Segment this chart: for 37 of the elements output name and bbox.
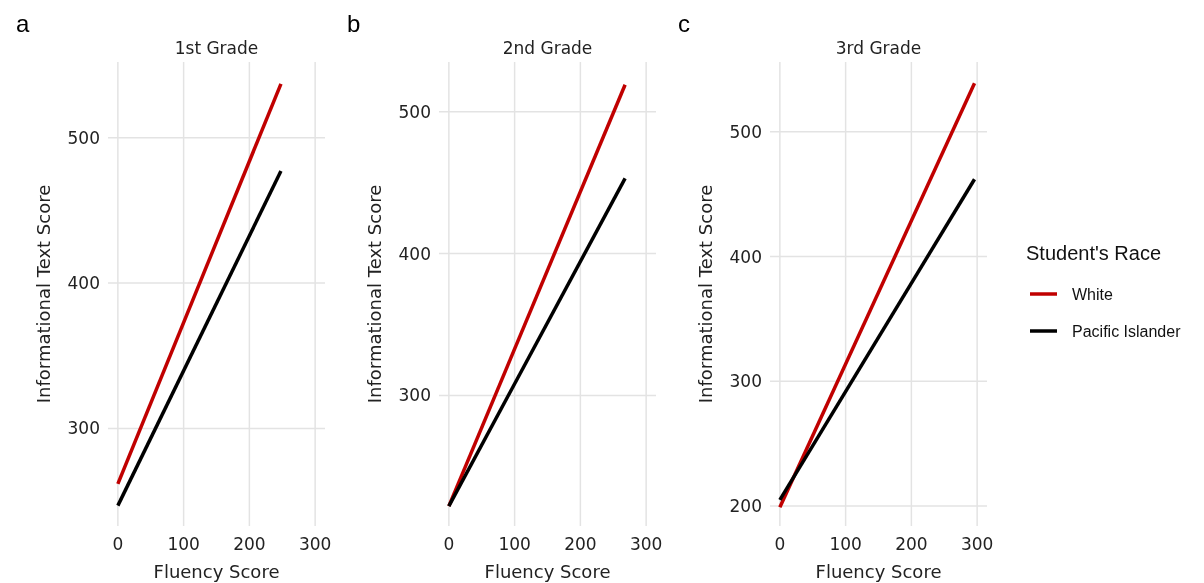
x-tick-label: 0 bbox=[112, 534, 124, 554]
legend-label: White bbox=[1072, 285, 1113, 303]
y-tick-label: 300 bbox=[67, 418, 100, 439]
y-tick-label: 500 bbox=[729, 121, 762, 142]
x-tick-label: 300 bbox=[298, 534, 332, 554]
y-tick-label: 400 bbox=[729, 246, 762, 267]
y-tick-label: 500 bbox=[398, 101, 431, 122]
x-tick-label: 200 bbox=[564, 534, 597, 554]
x-tick-label: 200 bbox=[895, 534, 928, 554]
x-tick-label: 200 bbox=[233, 534, 266, 554]
x-axis-title: Fluency Score bbox=[815, 561, 942, 582]
y-axis-title: Informational Text Score bbox=[695, 184, 716, 404]
y-tick-label: 400 bbox=[67, 273, 100, 294]
y-tick-label: 300 bbox=[729, 371, 762, 392]
y-tick-label: 300 bbox=[398, 385, 431, 406]
x-tick-label: 0 bbox=[443, 534, 455, 554]
y-axis-title: Informational Text Score bbox=[364, 184, 385, 404]
y-tick-label: 400 bbox=[398, 243, 431, 264]
y-tick-label: 500 bbox=[67, 127, 100, 148]
legend-title: Student's Race bbox=[1026, 242, 1162, 264]
x-axis-title: Fluency Score bbox=[484, 561, 611, 582]
y-axis-title: Informational Text Score bbox=[33, 184, 54, 404]
chart-title: 2nd Grade bbox=[502, 38, 593, 58]
x-axis-title: Fluency Score bbox=[153, 561, 280, 582]
x-tick-label: 0 bbox=[774, 534, 786, 554]
x-tick-label: 300 bbox=[629, 534, 663, 554]
text: a bbox=[16, 10, 30, 37]
x-tick-label: 100 bbox=[167, 534, 200, 554]
chart-title: 3rd Grade bbox=[835, 38, 922, 58]
x-tick-label: 100 bbox=[829, 534, 862, 554]
chart-title: 1st Grade bbox=[174, 38, 259, 58]
text: c bbox=[678, 10, 690, 37]
x-tick-label: 300 bbox=[960, 534, 994, 554]
legend-label: Pacific Islander bbox=[1072, 322, 1182, 340]
x-tick-label: 100 bbox=[498, 534, 531, 554]
text: b bbox=[347, 10, 361, 37]
y-tick-label: 200 bbox=[729, 495, 762, 516]
